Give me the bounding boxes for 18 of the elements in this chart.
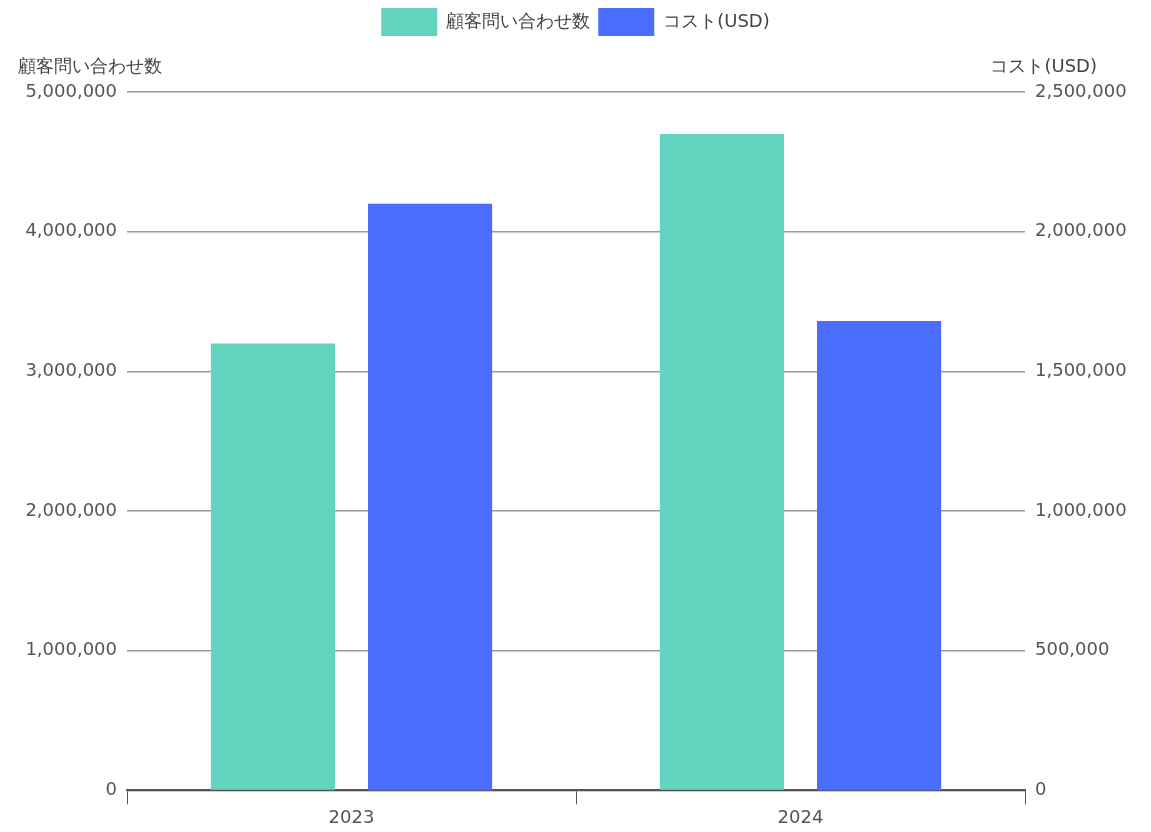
y2-tick-label: 1,500,000 — [1035, 359, 1127, 381]
y2-tick-label: 2,500,000 — [1035, 79, 1127, 101]
x-tick-label: 2023 — [328, 805, 375, 827]
y2-tick-label: 0 — [1035, 778, 1047, 800]
y-axis-title: 顧客問い合わせ数 — [18, 54, 162, 78]
y-tick-label: 3,000,000 — [25, 359, 117, 381]
y-tick-label: 4,000,000 — [25, 219, 117, 241]
y-tick-label: 2,000,000 — [25, 498, 117, 520]
y2-tick-label: 1,000,000 — [1035, 498, 1127, 520]
legend-label: コスト(USD) — [663, 9, 770, 31]
y2-tick-label: 2,000,000 — [1035, 219, 1127, 241]
legend-label: 顧客問い合わせ数 — [446, 9, 591, 31]
y2-tick-label: 500,000 — [1035, 638, 1110, 660]
y-tick-label: 5,000,000 — [25, 79, 117, 101]
x-tick-label: 2024 — [777, 805, 824, 827]
y-tick-label: 1,000,000 — [25, 638, 117, 660]
y-tick-label: 0 — [105, 778, 117, 800]
y2-axis-title: コスト(USD) — [990, 54, 1097, 78]
